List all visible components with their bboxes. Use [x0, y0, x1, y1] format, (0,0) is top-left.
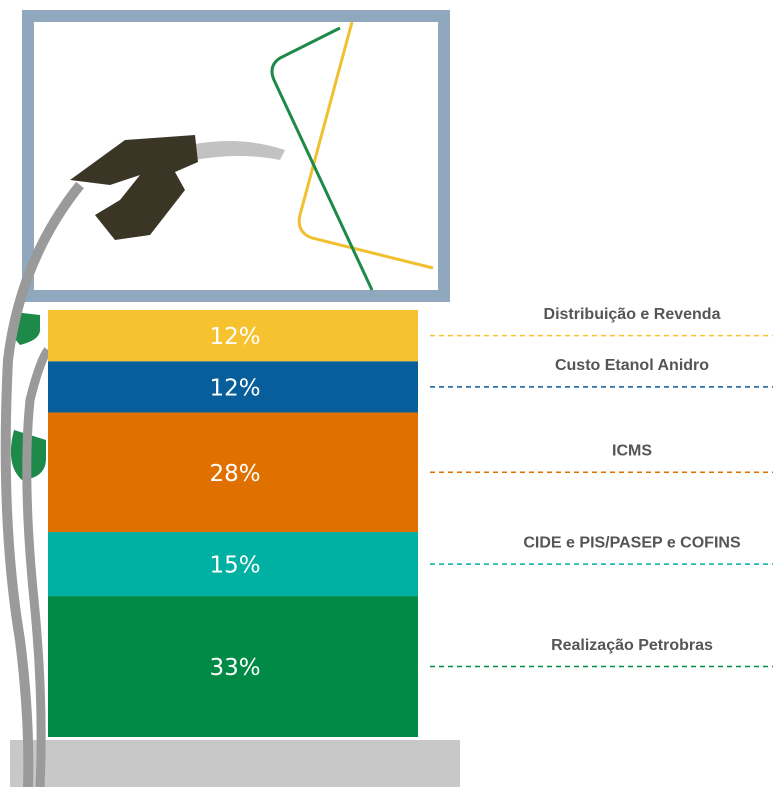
segment-name: Realização Petrobras — [551, 637, 713, 654]
pump-base — [10, 740, 460, 787]
value-label: 33% — [209, 655, 260, 681]
value-label: 12% — [209, 375, 260, 401]
value-label: 12% — [209, 324, 260, 350]
value-label: 28% — [209, 461, 260, 487]
segment-name: CIDE e PIS/PASEP e COFINS — [523, 534, 741, 551]
segment-name: Custo Etanol Anidro — [555, 357, 709, 374]
value-label: 15% — [209, 553, 260, 579]
chart: 33% Realização Petrobras 15% CIDE e PIS/PAS… — [0, 0, 773, 787]
segment-name: ICMS — [612, 442, 652, 459]
segment-name: Distribuição e Revenda — [544, 306, 721, 323]
